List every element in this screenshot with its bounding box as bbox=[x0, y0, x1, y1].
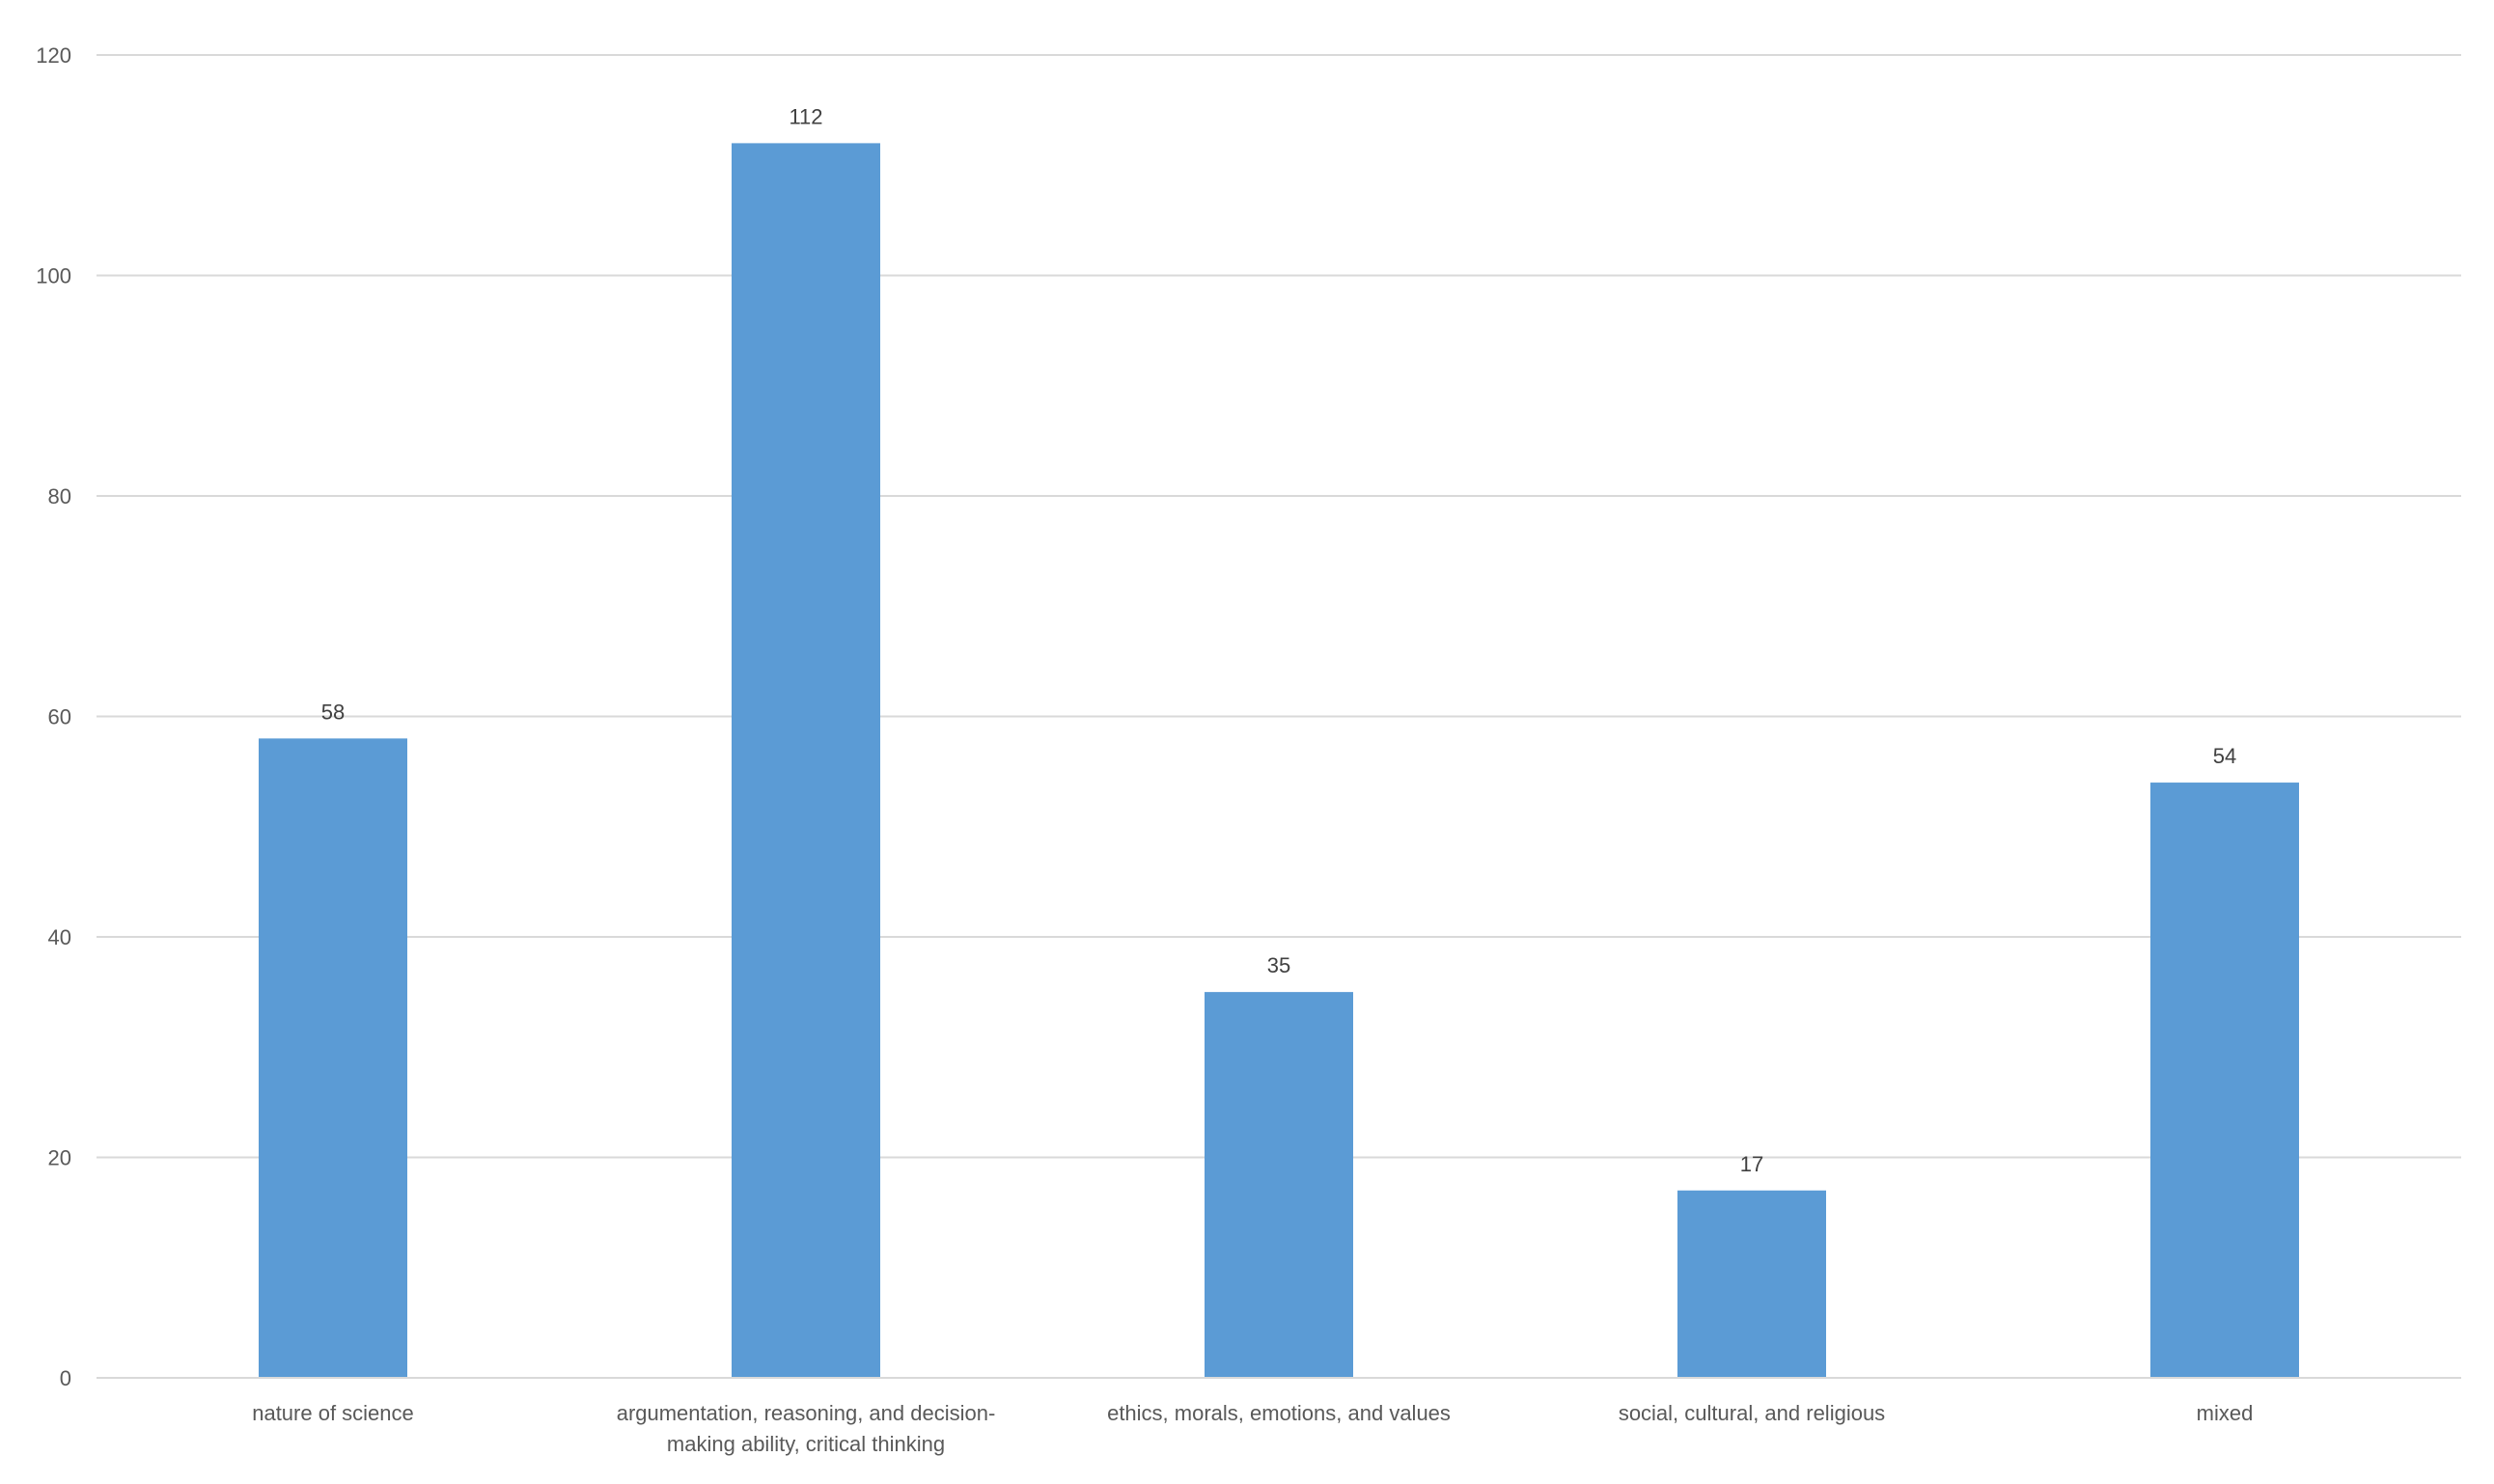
x-tick-label: nature of science bbox=[252, 1401, 414, 1425]
x-tick-label-line: social, cultural, and religious bbox=[1619, 1401, 1885, 1425]
x-tick-label: social, cultural, and religious bbox=[1619, 1401, 1885, 1425]
data-label: 17 bbox=[1740, 1152, 1763, 1176]
x-tick-label-line: mixed bbox=[2197, 1401, 2254, 1425]
data-label: 58 bbox=[321, 700, 345, 724]
y-tick-label: 60 bbox=[48, 705, 71, 729]
bar bbox=[1205, 992, 1353, 1378]
y-axis-ticks: 0 20 40 60 80 100 120 bbox=[36, 43, 71, 1390]
x-tick-label: argumentation, reasoning, and decision-m… bbox=[617, 1401, 996, 1456]
y-tick-label: 0 bbox=[60, 1366, 71, 1390]
gridlines bbox=[97, 54, 2461, 1159]
data-label: 54 bbox=[2213, 744, 2236, 768]
y-tick-label: 20 bbox=[48, 1146, 71, 1170]
y-tick-label: 120 bbox=[36, 43, 71, 68]
x-tick-label: mixed bbox=[2197, 1401, 2254, 1425]
bars bbox=[259, 143, 2299, 1378]
bar bbox=[1677, 1190, 1826, 1378]
data-label: 35 bbox=[1267, 953, 1290, 977]
bar bbox=[732, 143, 880, 1378]
bar bbox=[259, 738, 407, 1378]
bar bbox=[2150, 783, 2299, 1378]
y-tick-label: 80 bbox=[48, 484, 71, 508]
data-labels: 58 112 35 17 54 bbox=[321, 104, 2236, 1175]
x-tick-label-line: making ability, critical thinking bbox=[667, 1432, 945, 1456]
x-tick-label-line: argumentation, reasoning, and decision- bbox=[617, 1401, 996, 1425]
x-axis-ticks: nature of science argumentation, reasonin… bbox=[252, 1401, 2253, 1456]
x-tick-label-line: ethics, morals, emotions, and values bbox=[1107, 1401, 1451, 1425]
x-tick-label-line: nature of science bbox=[252, 1401, 414, 1425]
y-tick-label: 100 bbox=[36, 264, 71, 289]
data-label: 112 bbox=[789, 104, 822, 128]
y-tick-label: 40 bbox=[48, 925, 71, 949]
x-tick-label: ethics, morals, emotions, and values bbox=[1107, 1401, 1451, 1425]
